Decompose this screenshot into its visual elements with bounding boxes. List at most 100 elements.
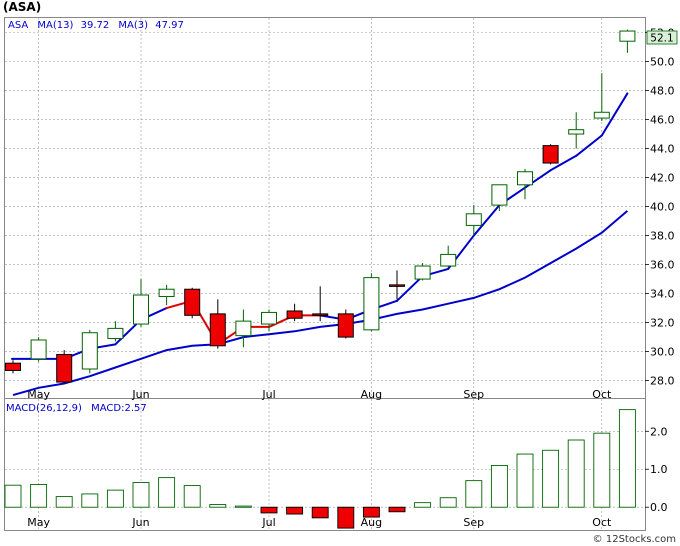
macd-bar [618,409,636,508]
macd-bar [55,496,73,508]
price-x-tick-label: Oct [592,388,612,401]
price-y-tick-label: 38.0 [650,230,675,243]
price-y-tick-label: 48.0 [650,85,675,98]
price-y-tick-label: 46.0 [650,114,675,127]
price-panel [4,17,646,399]
ma3-segment [396,275,424,302]
price-y-tick-label: 28.0 [650,375,675,388]
price-y-tick-label: 44.0 [650,143,675,156]
candlestick-series [5,29,636,384]
candle-body [312,313,329,316]
candle-body [133,294,149,325]
candle-body [107,327,124,340]
ma-legend: ASA MA(13) 39.72 MA(3) 47.97 [8,20,184,31]
macd-bar [260,506,278,514]
ma3-segment [600,92,629,137]
candle-body [465,213,482,226]
macd-bar [567,439,585,508]
price-x-tick-label: Jul [261,388,275,401]
price-y-tick-label: 50.0 [650,56,675,69]
candle-body [593,111,610,119]
candle-body [414,265,431,280]
macd-bar [286,506,304,515]
candle-body [81,332,98,370]
candle-body [542,145,559,164]
candle-body [517,171,533,186]
macd-x-tick-label: Jul [261,516,275,529]
candle-body [56,353,73,383]
ma13-label: MA(13) [37,20,73,31]
candle-body [389,284,405,287]
macd-bar [516,453,534,508]
price-y-tick-label: 36.0 [650,259,675,272]
macd-bar [593,432,611,508]
price-badge-bg [646,30,678,45]
price-y-tick-label: 42.0 [650,172,675,185]
candle-body [209,313,226,347]
ma3-segment [472,204,501,237]
price-x-tick-label: Jun [131,388,149,401]
macd-bar [209,504,227,508]
macd-y-tick-label: 1.0 [650,463,668,476]
macd-y-tick-label: 0.0 [650,501,668,514]
macd-bar [311,506,329,519]
price-y-tick-label: 40.0 [650,201,675,214]
ma13-value: 39.72 [81,20,110,31]
macd-bar [30,483,48,508]
macd-bar [337,506,355,529]
chart-title: (ASA) [3,0,41,14]
ma3-label: MA(3) [118,20,148,31]
macd-y-axis: 0.0 1.0 2.0 [645,425,668,514]
macd-y-tick-label: 2.0 [650,425,668,438]
macd-bar [234,505,252,508]
macd-bar [106,489,124,508]
macd-bar [362,506,380,518]
candle-body [337,313,354,338]
candle-body [440,253,457,267]
price-x-tick-label: Sep [463,388,484,401]
price-x-tick-label: May [27,388,50,401]
macd-legend-value: MACD:2.57 [91,403,147,414]
macd-bar [81,493,99,508]
price-x-tick-label: Aug [361,388,382,401]
price-y-tick-label: 32.0 [650,317,675,330]
candle-body [261,311,277,325]
macd-bar [158,477,176,508]
macd-bar [414,502,432,508]
candle-body [235,320,252,337]
price-grid [5,18,645,398]
macd-legend: MACD(26,12,9) MACD:2.57 [6,403,147,414]
macd-x-tick-label: Jun [131,516,149,529]
macd-x-tick-label: May [27,516,50,529]
ma-legend-symbol: ASA [8,20,28,31]
macd-bar [132,482,150,508]
macd-bar [388,506,406,513]
macd-x-tick-label: Aug [361,516,382,529]
price-y-tick-label: 30.0 [650,346,675,359]
candle-body [619,30,636,42]
watermark: © 12Stocks.com [593,534,676,545]
price-y-axis: 28.0 30.0 32.0 34.0 36.0 38.0 40.0 42.0 44.0 46.0… [645,27,675,388]
macd-bar [183,485,201,508]
ma3-segment [575,134,603,157]
macd-x-axis: May Jun Jul Aug Sep Oct [27,516,612,529]
macd-histogram [4,409,636,529]
candle-body [158,288,175,297]
macd-legend-label: MACD(26,12,9) [6,403,82,414]
macd-x-tick-label: Sep [463,516,484,529]
candle-body [568,129,585,135]
ma13-line [12,210,629,397]
candle-body [491,184,508,206]
ma3-value: 47.97 [155,20,184,31]
macd-bar [439,497,457,508]
price-badge: 52.1 [650,33,673,45]
candle-body [5,362,21,371]
macd-bar [490,464,508,508]
macd-bar [465,480,483,508]
macd-bar [542,449,560,508]
candle-body [363,277,380,331]
macd-x-tick-label: Oct [592,516,612,529]
candle-body [30,339,47,360]
candle-body [184,288,201,316]
